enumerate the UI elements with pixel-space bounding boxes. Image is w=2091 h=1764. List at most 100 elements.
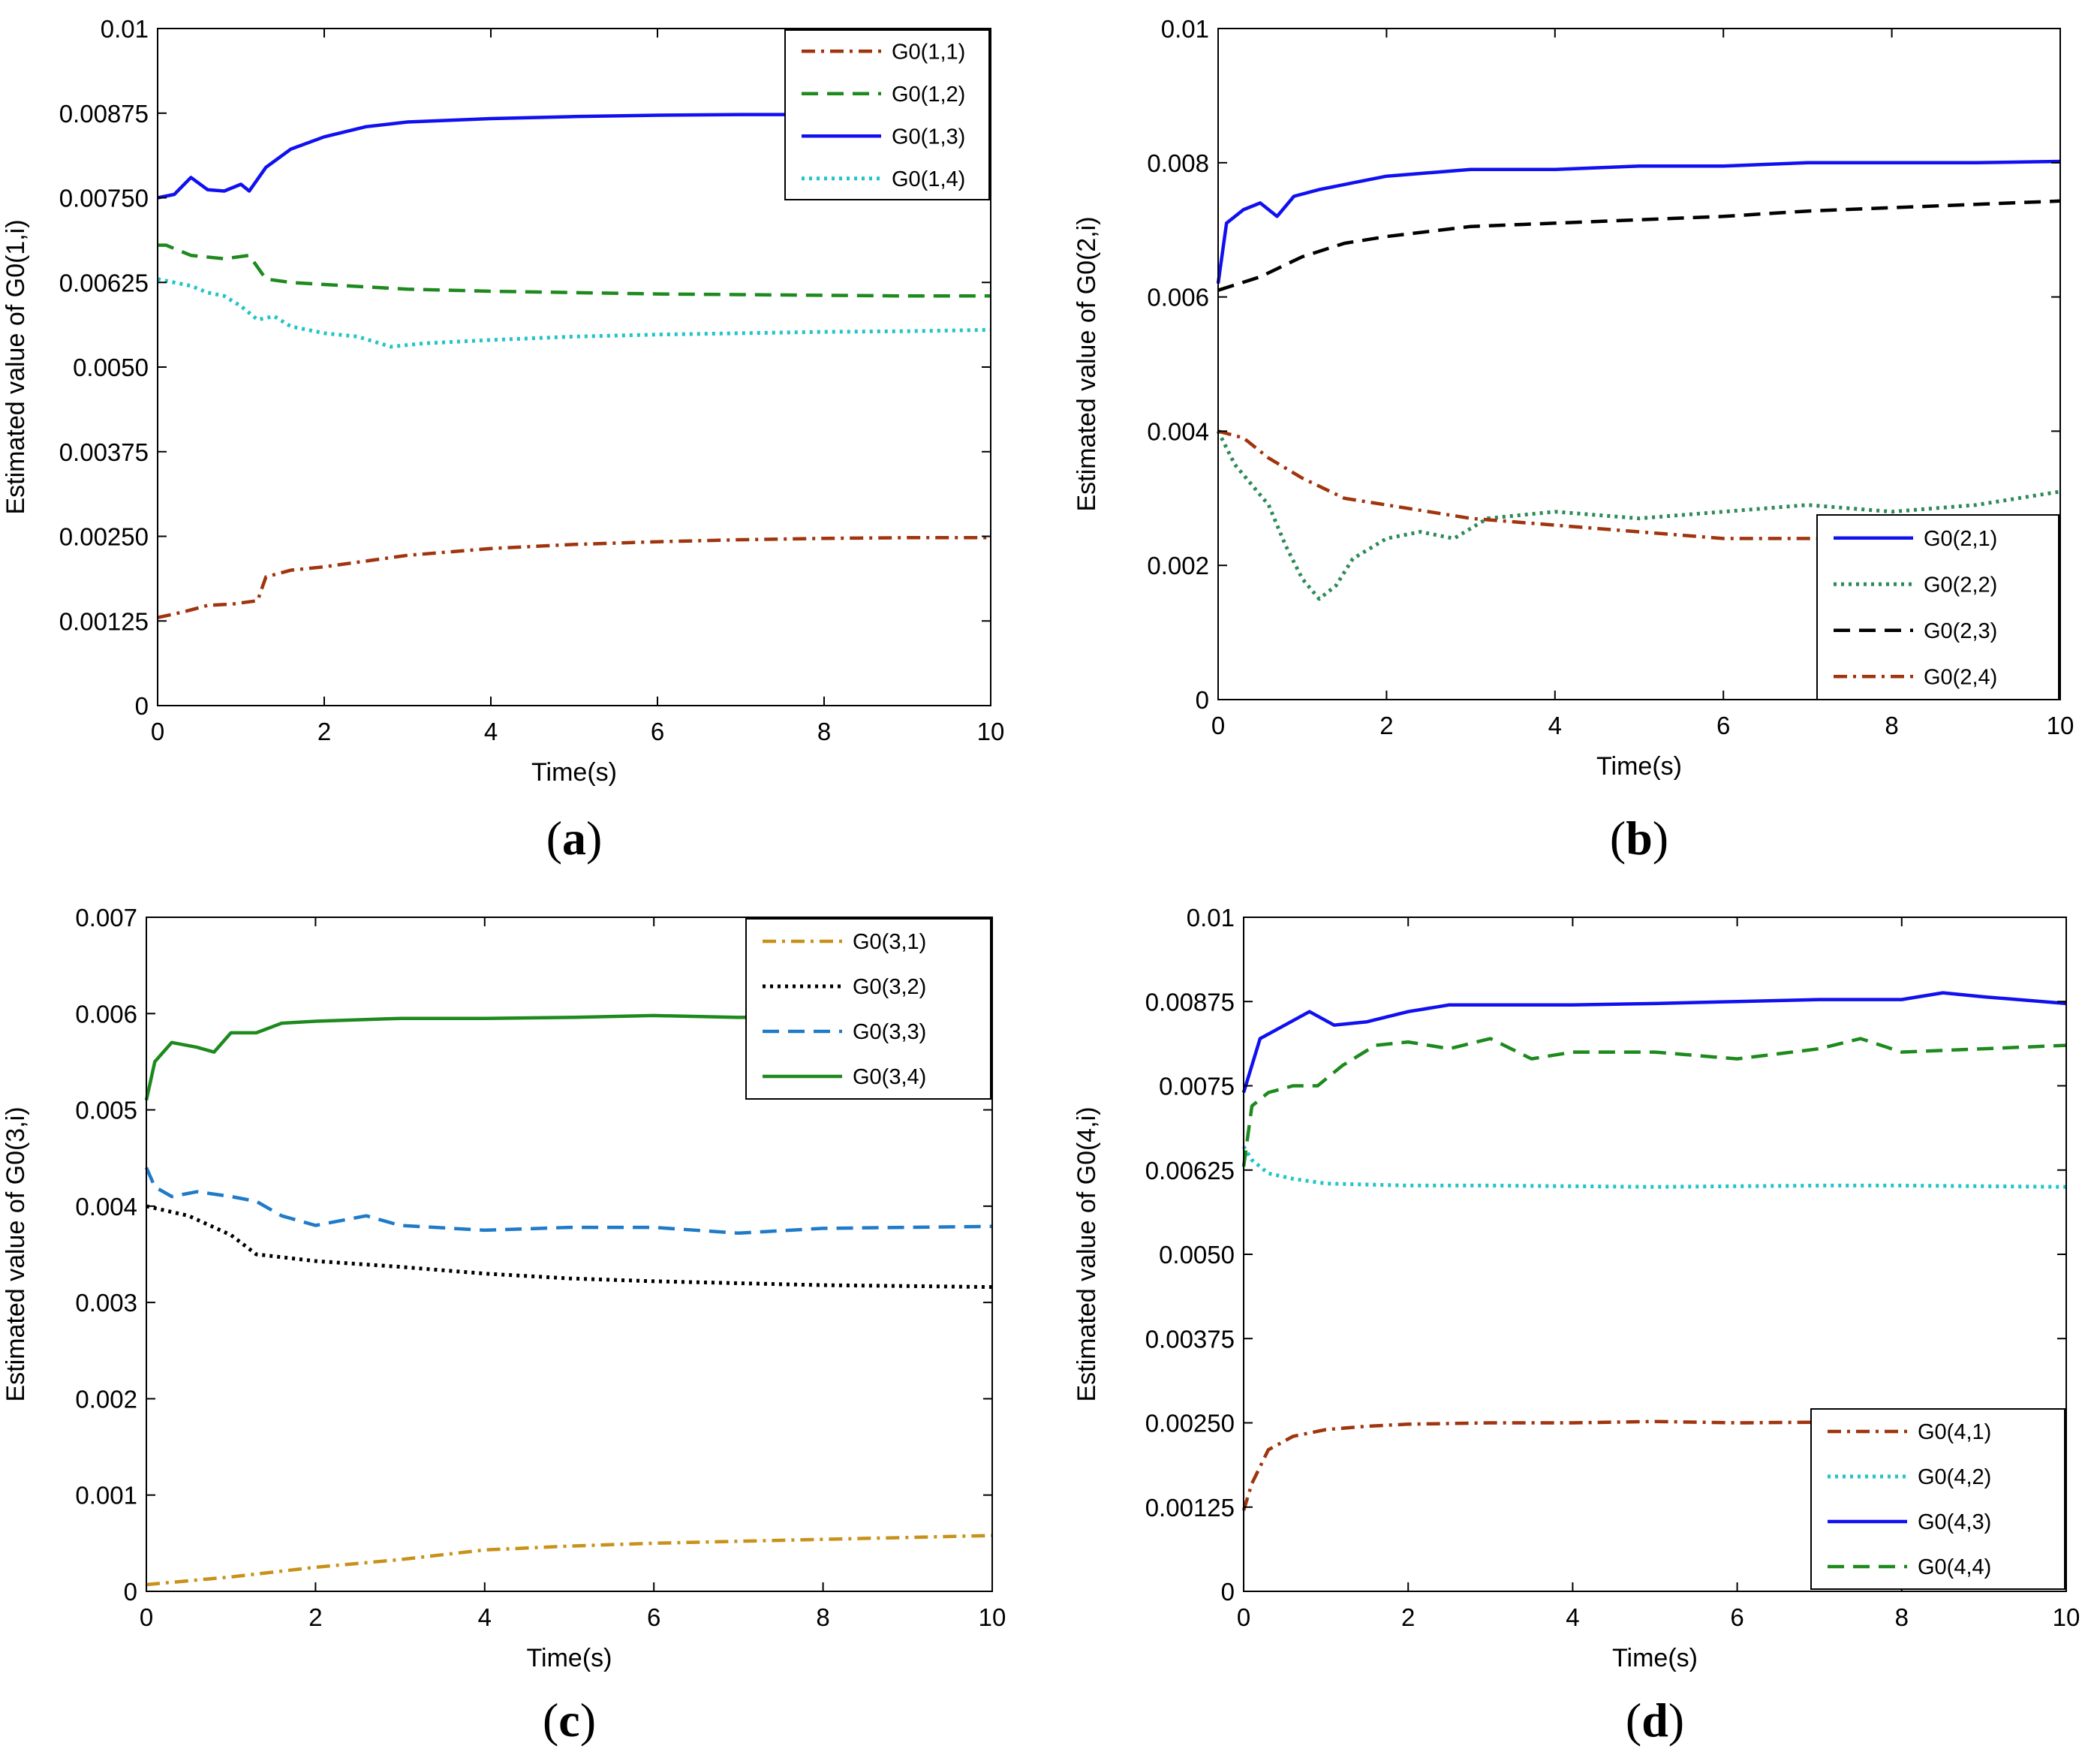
x-tick-label: 0 [1237,1603,1250,1631]
caption-close: ) [1668,1693,1684,1747]
legend-box [745,918,991,1100]
x-tick-label: 0 [140,1603,153,1631]
y-axis-label: Estimated value of G0(4,i) [1073,1106,1101,1401]
x-tick-label: 6 [651,718,664,745]
x-tick-label: 6 [1716,712,1730,739]
y-tick-label: 0.00125 [59,607,149,635]
y-tick-label: 0.01 [1161,15,1209,43]
x-tick-label: 8 [1895,1603,1909,1631]
legend-label: G0(2,3) [1924,619,1997,643]
y-tick-label: 0.004 [1147,417,1209,445]
y-tick-label: 0.007 [75,904,137,932]
series-line-3 [1217,199,2061,292]
panel-a: 0 2 4 6 8 10 0 0.00125 0.00250 0.00375 0.0050 0.006… [0,0,1046,882]
panel-c: 0 2 4 6 8 10 0 0.001 0.002 0.003 0.004 0.005 0.006 0.… [0,882,1046,1764]
y-tick-label: 0.003 [75,1289,137,1317]
x-tick-label: 10 [2053,1603,2080,1631]
series-line-2 [1241,1145,2067,1189]
x-tick-label: 4 [478,1603,492,1631]
caption-letter: b [1626,811,1653,865]
legend-label: G0(1,1) [892,40,965,64]
x-axis-label: Time(s) [531,758,617,787]
legend: G0(3,1) G0(3,2) G0(3,3) G0(3,4) [745,918,991,1100]
series-line-3 [1241,991,2067,1094]
y-tick-label: 0.00375 [59,438,149,466]
y-tick-label: 0.00375 [1145,1325,1235,1353]
x-tick-label: 4 [1566,1603,1579,1631]
legend-label: G0(4,2) [1918,1465,1991,1489]
y-axis-label: Estimated value of G0(2,i) [1073,216,1101,511]
y-tick-label: 0.01 [1187,904,1235,932]
x-tick-label: 4 [484,718,498,745]
x-axis-label: Time(s) [1612,1644,1698,1672]
y-axis-label: Estimated value of G0(3,i) [2,1106,30,1401]
x-tick-label: 0 [151,718,164,745]
panel-caption: (d) [1626,1693,1684,1747]
x-tick-label: 8 [1885,712,1898,739]
x-tick-label: 10 [977,718,1005,745]
caption-letter: a [562,811,586,865]
legend-label: G0(1,2) [892,83,965,107]
x-axis-label: Time(s) [1596,752,1682,781]
panel-b: 0 2 4 6 8 10 0 0.002 0.004 0.006 0.008 0.01 Time(s) E… [1046,0,2091,882]
legend-box [1810,1408,2065,1590]
y-tick-label: 0.0050 [1159,1241,1235,1269]
x-tick-label: 4 [1548,712,1562,739]
caption-open: ( [1610,811,1626,865]
legend-label: G0(1,3) [892,125,965,149]
x-tick-label: 10 [2047,712,2074,739]
caption-close: ) [580,1693,596,1747]
legend-box [784,29,990,200]
y-tick-label: 0 [1196,686,1209,714]
axes-frame [1217,28,2061,700]
y-tick-label: 0.00625 [1145,1157,1235,1185]
y-tick-label: 0.006 [75,1000,137,1028]
x-tick-label: 2 [308,1603,322,1631]
y-tick-label: 0.0050 [73,354,149,381]
y-tick-label: 0.00250 [59,523,149,551]
series-line-2 [146,1204,993,1290]
x-tick-label: 6 [647,1603,660,1631]
caption-letter: c [558,1693,579,1747]
x-tick-label: 2 [1379,712,1393,739]
legend-label: G0(1,4) [892,167,965,191]
caption-close: ) [1653,811,1668,865]
chart-d-svg: 0 2 4 6 8 10 0 0.00125 0.00250 0.00375 0.0050 0.006… [1073,904,2080,1747]
legend-label: G0(2,2) [1924,573,1997,597]
x-tick-label: 10 [979,1603,1006,1631]
caption-open: ( [546,811,562,865]
y-axis-label: Estimated value of G0(1,i) [2,219,30,514]
series-line-2 [158,243,991,298]
series-line-4 [1241,1037,2067,1167]
x-tick-label: 8 [816,1603,829,1631]
series-line-1 [157,536,991,619]
y-tick-label: 0 [1221,1578,1235,1606]
y-tick-label: 0.008 [1147,149,1209,177]
y-tick-label: 0.006 [1147,284,1209,312]
y-tick-label: 0.00875 [1145,988,1235,1016]
caption-letter: d [1641,1693,1668,1747]
x-tick-label: 2 [1401,1603,1415,1631]
panel-caption: (c) [543,1693,596,1747]
legend: G0(4,1) G0(4,2) G0(4,3) G0(4,4) [1810,1408,2065,1590]
panel-caption: (b) [1610,811,1668,865]
y-tick-label: 0.001 [75,1482,137,1510]
y-tick-label: 0.00875 [59,100,149,128]
series-line-4 [1217,429,2060,540]
y-tick-label: 0 [124,1578,137,1606]
panel-caption: (a) [546,811,603,865]
legend-box [1816,514,2059,700]
legend-label: G0(2,1) [1924,527,1997,551]
y-tick-label: 0.00750 [59,185,149,212]
legend: G0(2,1) G0(2,2) G0(2,3) G0(2,4) [1816,514,2059,700]
series-line-3 [144,1166,993,1236]
legend-label: G0(4,3) [1918,1510,1991,1534]
x-tick-label: 6 [1730,1603,1744,1631]
y-tick-label: 0.0075 [1159,1073,1235,1100]
axes-frame [146,917,993,1592]
y-tick-label: 0.005 [75,1097,137,1124]
legend-label: G0(2,4) [1924,665,1997,689]
legend-label: G0(3,1) [853,930,926,954]
chart-a-svg: 0 2 4 6 8 10 0 0.00125 0.00250 0.00375 0.0050 0.006… [2,15,1005,865]
